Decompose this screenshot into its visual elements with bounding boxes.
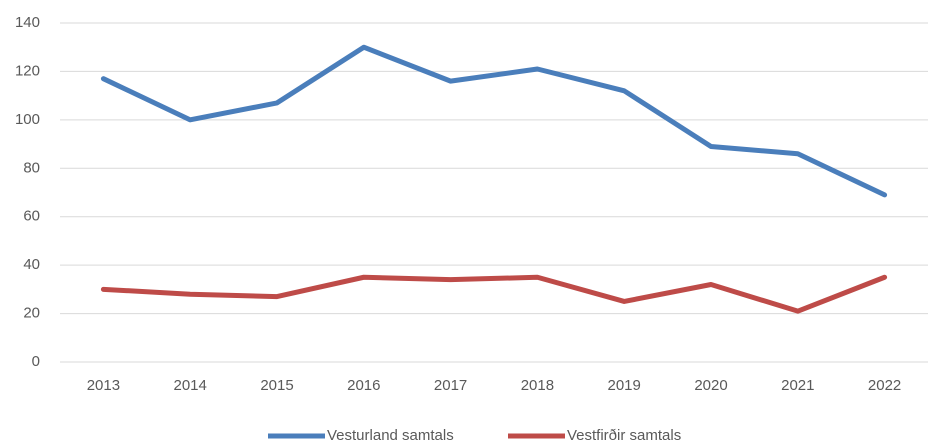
x-tick-label: 2022 bbox=[868, 377, 901, 394]
x-tick-label: 2017 bbox=[434, 377, 467, 394]
x-tick-label: 2013 bbox=[87, 377, 120, 394]
x-tick-label: 2019 bbox=[608, 377, 641, 394]
y-tick-label: 0 bbox=[32, 353, 40, 370]
x-tick-label: 2015 bbox=[260, 377, 293, 394]
x-tick-label: 2021 bbox=[781, 377, 814, 394]
series-line bbox=[100, 44, 888, 198]
y-tick-label: 40 bbox=[23, 256, 40, 273]
x-tick-label: 2014 bbox=[174, 377, 207, 394]
y-tick-label: 140 bbox=[15, 14, 40, 31]
series-line bbox=[100, 274, 888, 314]
y-tick-label: 60 bbox=[23, 208, 40, 225]
y-tick-label: 20 bbox=[23, 305, 40, 322]
y-tick-label: 100 bbox=[15, 111, 40, 128]
x-tick-label: 2018 bbox=[521, 377, 554, 394]
legend-label: Vestfirðir samtals bbox=[567, 427, 681, 444]
y-tick-label: 120 bbox=[15, 62, 40, 79]
x-tick-label: 2016 bbox=[347, 377, 380, 394]
y-tick-label: 80 bbox=[23, 159, 40, 176]
legend-label: Vesturland samtals bbox=[327, 427, 454, 444]
x-tick-label: 2020 bbox=[694, 377, 727, 394]
